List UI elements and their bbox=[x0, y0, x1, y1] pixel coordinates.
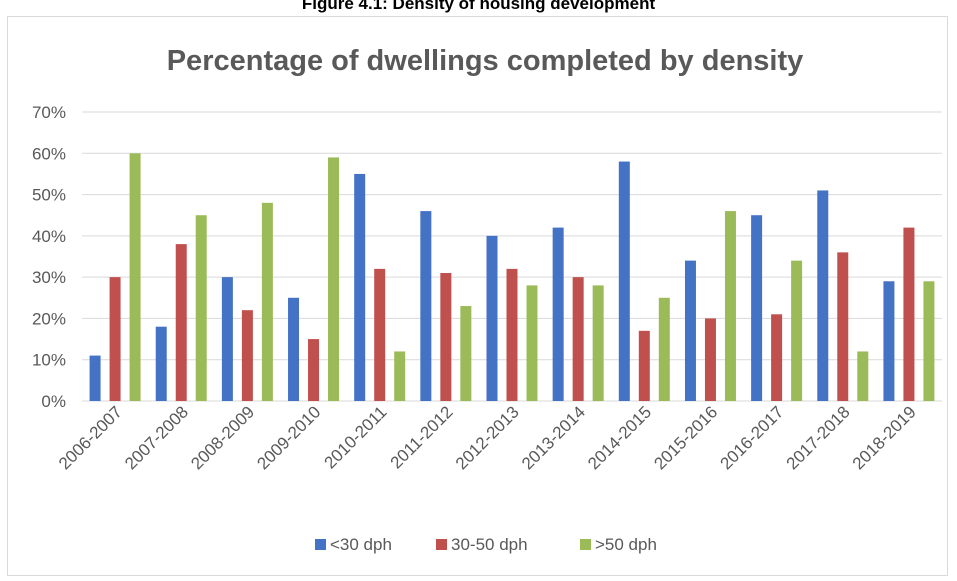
bar bbox=[526, 285, 538, 401]
bar bbox=[89, 355, 101, 401]
y-tick-label: 0% bbox=[41, 392, 66, 411]
y-tick-label: 10% bbox=[32, 351, 66, 370]
bar bbox=[552, 227, 564, 401]
x-tick-label: 2017-2018 bbox=[783, 402, 854, 473]
bar bbox=[374, 268, 386, 401]
bar bbox=[394, 351, 406, 401]
bar bbox=[638, 330, 650, 401]
y-tick-label: 40% bbox=[32, 227, 66, 246]
bar bbox=[751, 215, 763, 401]
bar bbox=[261, 202, 273, 401]
bar bbox=[771, 314, 783, 401]
x-tick-label: 2012-2013 bbox=[452, 402, 523, 473]
y-tick-label: 60% bbox=[32, 144, 66, 163]
y-tick-label: 70% bbox=[32, 103, 66, 122]
y-tick-label: 20% bbox=[32, 309, 66, 328]
x-tick-label: 2016-2017 bbox=[717, 402, 788, 473]
bar bbox=[903, 227, 915, 401]
legend-swatch bbox=[580, 539, 591, 550]
x-tick-label: 2009-2010 bbox=[253, 402, 324, 473]
bar bbox=[592, 285, 604, 401]
bar bbox=[195, 215, 207, 401]
x-tick-label: 2014-2015 bbox=[584, 402, 655, 473]
bar bbox=[328, 157, 340, 401]
x-tick-label: 2018-2019 bbox=[849, 402, 920, 473]
x-tick-label: 2010-2011 bbox=[320, 402, 390, 472]
bar bbox=[440, 273, 452, 401]
x-tick-label: 2013-2014 bbox=[518, 402, 589, 473]
bar bbox=[506, 268, 518, 401]
x-tick-label: 2011-2012 bbox=[387, 402, 457, 472]
bar bbox=[704, 318, 716, 401]
bar bbox=[241, 310, 253, 401]
bar bbox=[460, 306, 472, 401]
y-axis-tick-labels: 0% 10% 20% 30% 40% 50% 60% 70% bbox=[32, 103, 66, 411]
bar bbox=[486, 235, 498, 401]
bar bbox=[308, 339, 320, 401]
bars bbox=[89, 153, 935, 401]
bar bbox=[837, 252, 849, 401]
bar bbox=[618, 161, 630, 401]
bar bbox=[221, 277, 233, 401]
legend-label: 30-50 dph bbox=[451, 535, 528, 554]
bar bbox=[572, 277, 584, 401]
bar bbox=[817, 190, 829, 401]
bar bbox=[354, 173, 366, 401]
bar bbox=[883, 281, 895, 401]
y-tick-label: 30% bbox=[32, 268, 66, 287]
bar bbox=[923, 281, 935, 401]
legend-swatch bbox=[315, 539, 326, 550]
legend-swatch bbox=[436, 539, 447, 550]
bar bbox=[155, 326, 167, 401]
legend-label: >50 dph bbox=[595, 535, 657, 554]
x-tick-label: 2015-2016 bbox=[650, 402, 721, 473]
bar bbox=[724, 211, 736, 401]
x-axis-tick-labels: 2006-20072007-20082008-20092009-20102010… bbox=[55, 402, 920, 473]
x-tick-label: 2007-2008 bbox=[121, 402, 192, 473]
legend: <30 dph 30-50 dph >50 dph bbox=[315, 535, 657, 554]
y-tick-label: 50% bbox=[32, 186, 66, 205]
bar bbox=[420, 211, 432, 401]
bar bbox=[658, 297, 670, 401]
x-tick-label: 2006-2007 bbox=[55, 402, 126, 473]
figure-caption: Figure 4.1: Density of housing developme… bbox=[301, 0, 656, 13]
bar bbox=[175, 244, 187, 401]
bar bbox=[109, 277, 121, 401]
bar bbox=[857, 351, 869, 401]
chart-title: Percentage of dwellings completed by den… bbox=[167, 45, 804, 77]
bar bbox=[129, 153, 141, 401]
bar bbox=[684, 260, 696, 401]
bar bbox=[791, 260, 803, 401]
x-tick-label: 2008-2009 bbox=[187, 402, 258, 473]
legend-label: <30 dph bbox=[330, 535, 392, 554]
bar bbox=[288, 297, 300, 401]
